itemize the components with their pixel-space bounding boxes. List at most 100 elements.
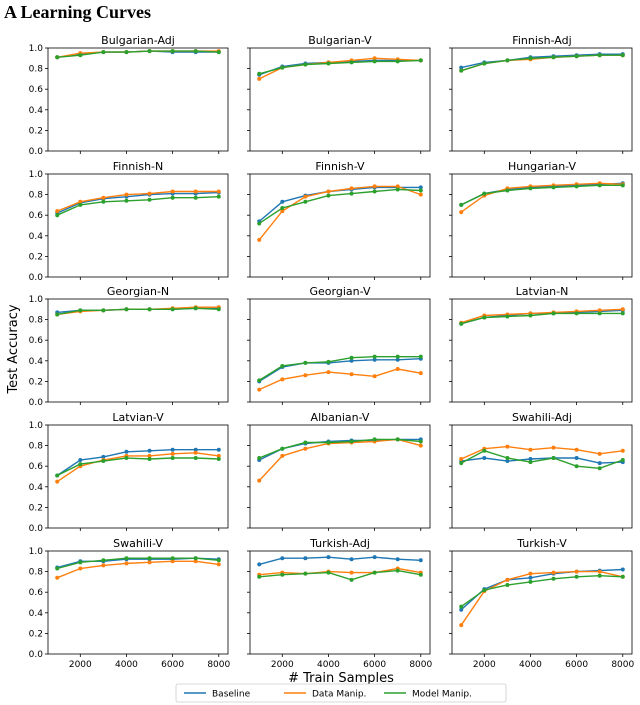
series-line-data-manip: [56, 452, 219, 483]
series-line-data-manip: [259, 567, 421, 576]
data-point-data-manip: [101, 563, 106, 568]
data-point-baseline: [372, 357, 377, 362]
x-tick-label: 4000: [115, 660, 138, 670]
x-tick-label: 8000: [207, 660, 230, 670]
data-point-model-manip: [193, 306, 198, 311]
data-point-data-manip: [303, 373, 308, 378]
y-tick-label: 0.6: [29, 462, 44, 472]
data-point-baseline: [147, 448, 152, 453]
data-point-model-manip: [326, 440, 331, 445]
x-tick-label: 2000: [473, 660, 496, 670]
data-point-baseline: [482, 455, 487, 460]
series-line-data-manip: [460, 445, 623, 460]
data-point-model-manip: [349, 60, 354, 65]
data-point-model-manip: [505, 455, 510, 460]
data-point-data-manip: [170, 451, 175, 456]
series-line-data-manip: [258, 438, 421, 482]
y-tick-label: 0.0: [29, 524, 44, 534]
data-point-model-manip: [124, 198, 129, 203]
data-point-model-manip: [101, 50, 106, 55]
data-point-model-manip: [459, 461, 464, 466]
data-point-model-manip: [528, 460, 533, 465]
data-point-data-manip: [280, 377, 285, 382]
y-tick-label: 0.0: [29, 273, 44, 283]
data-point-baseline: [257, 562, 262, 567]
legend-box: [175, 683, 507, 703]
y-tick-label: 0.2: [29, 503, 43, 513]
data-point-model-manip: [459, 68, 464, 73]
series-line-data-manip: [258, 368, 421, 391]
data-point-baseline: [620, 567, 625, 572]
data-point-model-manip: [326, 570, 331, 575]
data-point-model-manip: [574, 464, 579, 469]
data-point-model-manip: [395, 354, 400, 359]
data-point-model-manip: [551, 55, 556, 60]
x-tick-label: 4000: [317, 660, 340, 670]
y-tick-label: 0.6: [29, 85, 44, 95]
data-point-baseline: [418, 185, 423, 190]
series-line-model-manip: [57, 557, 219, 570]
data-point-model-manip: [372, 437, 377, 442]
panel-title-swahili-adj: Swahili-Adj: [512, 411, 572, 424]
data-point-model-manip: [101, 308, 106, 313]
data-point-baseline: [395, 357, 400, 362]
data-point-baseline: [303, 556, 308, 561]
y-tick-label: 0.8: [29, 568, 44, 578]
data-point-data-manip: [193, 189, 198, 194]
data-point-model-manip: [147, 307, 152, 312]
series-line-baseline: [258, 358, 421, 382]
y-tick-label: 0.0: [29, 147, 44, 157]
data-point-model-manip: [528, 56, 533, 61]
series-line-model-manip: [259, 569, 421, 581]
data-point-model-manip: [418, 439, 423, 444]
legend-label: Data Manip.: [312, 690, 366, 700]
data-point-model-manip: [55, 213, 60, 218]
panel-frame-latvian-n: [451, 298, 633, 403]
data-point-data-manip: [326, 370, 331, 375]
panel-title-albanian-v: Albanian-V: [311, 411, 370, 424]
data-point-baseline: [170, 447, 175, 452]
panel-frame-finnish-v: [249, 173, 431, 278]
data-point-baseline: [395, 557, 400, 562]
data-point-data-manip: [257, 478, 262, 483]
data-point-baseline: [216, 447, 221, 452]
panel-frame-turkish-v: [451, 550, 633, 655]
y-tick-label: 0.8: [29, 191, 44, 201]
data-point-model-manip: [395, 59, 400, 64]
data-point-data-manip: [574, 447, 579, 452]
series-line-baseline: [56, 191, 219, 214]
series-line-model-manip: [259, 59, 421, 75]
data-point-data-manip: [78, 566, 83, 571]
panel-title-finnish-v: Finnish-V: [315, 160, 365, 173]
data-point-model-manip: [78, 202, 83, 207]
data-point-model-manip: [280, 205, 285, 210]
series-line-baseline: [258, 186, 421, 222]
data-point-model-manip: [303, 440, 308, 445]
y-tick-label: 0.4: [29, 609, 44, 619]
data-point-data-manip: [505, 577, 510, 582]
panel-frame-bulgarian-v: [249, 47, 431, 152]
data-point-baseline: [193, 447, 198, 452]
data-point-model-manip: [482, 448, 487, 453]
x-tick-label: 4000: [519, 660, 542, 670]
panel-title-latvian-v: Latvian-V: [112, 411, 164, 424]
data-point-model-manip: [257, 455, 262, 460]
data-point-data-manip: [395, 184, 400, 189]
panel-title-georgian-n: Georgian-N: [107, 285, 169, 298]
data-point-data-manip: [303, 194, 308, 199]
data-point-baseline: [124, 449, 129, 454]
series-line-data-manip: [258, 185, 422, 241]
data-point-data-manip: [193, 559, 198, 564]
data-point-data-manip: [349, 186, 354, 191]
data-point-data-manip: [147, 191, 152, 196]
data-point-data-manip: [551, 570, 556, 575]
data-point-model-manip: [257, 378, 262, 383]
data-point-baseline: [280, 199, 285, 204]
data-point-model-manip: [349, 439, 354, 444]
data-point-baseline: [372, 555, 377, 560]
data-point-model-manip: [505, 582, 510, 587]
data-point-data-manip: [55, 479, 60, 484]
data-point-model-manip: [147, 556, 152, 561]
series-line-model-manip: [57, 50, 219, 58]
